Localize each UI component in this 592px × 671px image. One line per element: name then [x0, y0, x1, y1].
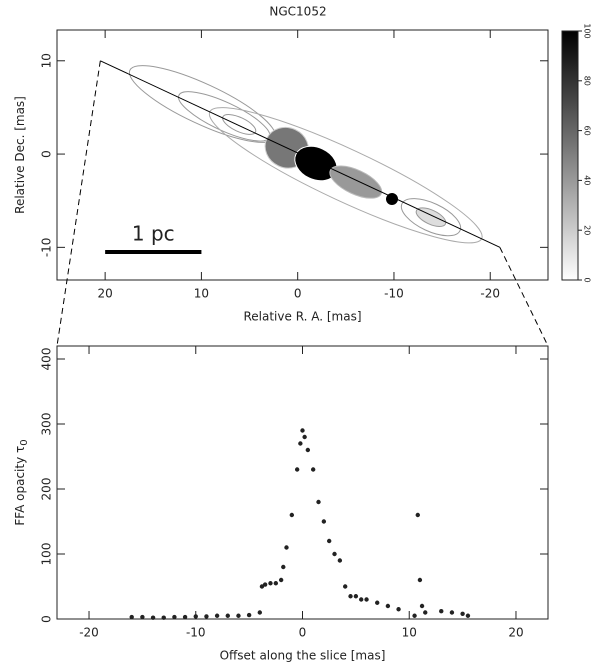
y-tick-label: -10 [40, 238, 54, 258]
y-axis-label-subscript: 0 [19, 439, 30, 445]
data-point [375, 600, 380, 605]
colorbar [561, 30, 579, 281]
x-tick-label: 20 [97, 287, 112, 301]
data-point [321, 519, 327, 524]
y-tick-label: 100 [40, 543, 54, 566]
y-axis-label-main: FFA opacity τ [13, 446, 27, 526]
y-axis-label-main: Relative Dec. [mas] [13, 96, 27, 214]
x-tick-label: -20 [79, 626, 99, 640]
slice-line [100, 60, 501, 248]
data-point [460, 611, 465, 616]
data-point [182, 614, 188, 620]
data-point [278, 577, 284, 583]
data-point [348, 594, 353, 599]
data-point [193, 614, 198, 619]
data-point [353, 594, 359, 599]
colorbar-tick-label: 60 [583, 126, 592, 136]
y-tick-label: 0 [40, 615, 54, 623]
y-tick-label: 300 [40, 413, 54, 436]
data-point [417, 577, 423, 583]
slice-connector [499, 247, 549, 347]
colorbar-tick-label: 0 [583, 277, 592, 282]
data-point [246, 612, 252, 618]
data-point [332, 551, 337, 557]
colorbar-tick-label: 20 [583, 225, 592, 235]
data-point [359, 597, 364, 602]
y-tick-label: 0 [40, 150, 54, 158]
data-point [236, 613, 241, 618]
data-point [284, 545, 289, 550]
data-point [465, 613, 471, 618]
data-point [257, 610, 263, 615]
data-point [225, 613, 230, 618]
data-point [342, 584, 348, 589]
x-tick-label: -10 [186, 626, 206, 640]
data-point [439, 609, 444, 614]
data-point [289, 512, 295, 518]
title: NGC1052 [269, 5, 326, 19]
data-point [273, 581, 279, 586]
data-point [161, 615, 166, 620]
colorbar-tick-label: 80 [583, 76, 592, 86]
plot-frame [56, 345, 549, 620]
data-point [172, 614, 177, 620]
data-point [419, 603, 425, 609]
y-tick-label: 10 [40, 53, 54, 68]
data-point [150, 615, 156, 620]
data-point [305, 447, 311, 453]
data-point [129, 614, 134, 620]
data-point [326, 538, 332, 544]
data-point [412, 613, 417, 618]
x-tick-label: 0 [294, 287, 302, 301]
data-point [294, 467, 300, 472]
data-point [259, 584, 265, 589]
data-point [316, 499, 321, 505]
slice-connector [56, 60, 101, 347]
data-point [449, 610, 455, 615]
data-point [298, 441, 303, 446]
y-tick-label: 400 [40, 348, 54, 371]
y-axis-label: FFA opacity τ0 [13, 439, 31, 525]
plot-frame [56, 29, 549, 281]
x-tick-label: -20 [480, 287, 500, 301]
x-tick-label: 0 [299, 626, 307, 640]
x-axis-label: Relative R. A. [mas] [243, 310, 361, 324]
x-tick-label: -10 [384, 287, 404, 301]
data-point [415, 512, 420, 518]
data-point [385, 603, 391, 609]
data-point [302, 434, 307, 440]
data-point [337, 558, 343, 563]
x-tick-label: 20 [508, 626, 523, 640]
data-point [140, 614, 145, 620]
y-tick-label: 200 [40, 478, 54, 501]
data-point [300, 428, 305, 433]
data-point [204, 614, 209, 619]
data-point [214, 613, 220, 618]
x-axis-label: Offset along the slice [mas] [220, 649, 386, 663]
data-point [268, 581, 273, 586]
data-point [364, 597, 369, 602]
x-tick-label: 10 [402, 626, 417, 640]
data-point [262, 582, 268, 587]
data-point [281, 564, 286, 570]
scale-bar-label: 1 pc [132, 222, 175, 246]
y-axis-label: Relative Dec. [mas] [13, 96, 27, 214]
x-tick-label: 10 [194, 287, 209, 301]
data-point [310, 467, 316, 472]
data-point [396, 607, 401, 612]
colorbar-tick-label: 40 [583, 175, 592, 185]
data-point [423, 610, 428, 615]
colorbar-tick-label: 100 [583, 23, 592, 38]
